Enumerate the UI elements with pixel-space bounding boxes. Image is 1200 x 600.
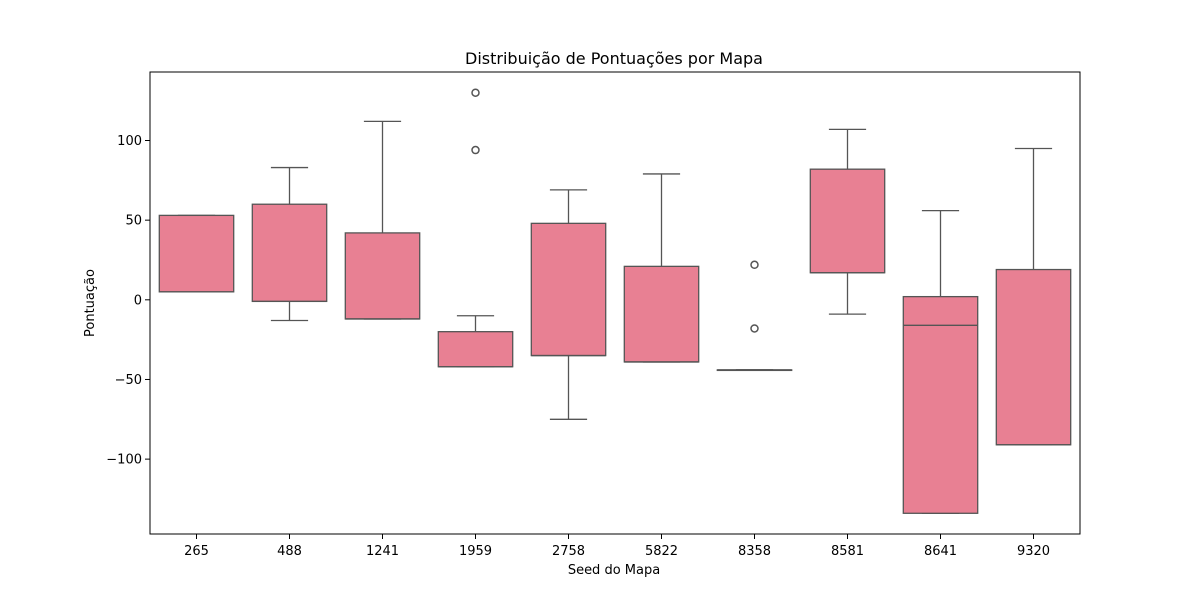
- box-iqr: [530, 222, 607, 357]
- x-axis-label: Seed do Mapa: [568, 563, 660, 578]
- box-group-1959: [437, 88, 514, 368]
- x-tick-label: 1241: [366, 544, 399, 559]
- outlier-point: [471, 145, 480, 155]
- y-tick-label: 0: [134, 293, 142, 308]
- x-tick-label: 2758: [552, 544, 585, 559]
- box-iqr: [251, 203, 328, 303]
- y-tick-label: 100: [117, 134, 142, 149]
- x-tick-label: 1959: [459, 544, 492, 559]
- y-tick-label: −100: [106, 453, 142, 468]
- x-tick-label: 265: [184, 544, 209, 559]
- box-group-1241: [344, 120, 421, 320]
- x-axis: 265 488 1241 1959 2758 5822 8358 8581 8641 9320: [184, 534, 1050, 559]
- box-group-488: [251, 166, 328, 322]
- box-group-5822: [623, 173, 700, 363]
- x-tick-label: 488: [277, 544, 302, 559]
- box-iqr: [902, 295, 979, 514]
- box-group-8358: [716, 260, 793, 372]
- plot-area: [158, 88, 1072, 514]
- box-iqr: [809, 168, 886, 274]
- y-axis: −100 −50 0 50 100: [106, 134, 150, 468]
- box-group-9320: [995, 147, 1072, 446]
- chart-title: Distribuição de Pontuações por Mapa: [465, 49, 763, 68]
- plot-frame: [149, 71, 1081, 535]
- y-axis-label: Pontuação: [83, 269, 98, 337]
- x-tick-label: 9320: [1017, 544, 1050, 559]
- y-tick-label: 50: [125, 214, 142, 229]
- box-iqr: [995, 268, 1072, 446]
- y-tick-label: −50: [115, 373, 142, 388]
- box-iqr: [344, 232, 421, 320]
- box-group-2758: [530, 189, 607, 420]
- box-iqr: [623, 265, 700, 363]
- outlier-point: [750, 260, 759, 270]
- box-group-8641: [902, 209, 979, 514]
- x-tick-label: 8358: [738, 544, 771, 559]
- x-tick-label: 8641: [924, 544, 957, 559]
- box-group-265: [158, 214, 235, 293]
- x-tick-label: 8581: [831, 544, 864, 559]
- outlier-point: [471, 88, 480, 97]
- box-iqr: [158, 214, 235, 293]
- outlier-point: [750, 324, 759, 333]
- box-iqr: [437, 331, 514, 368]
- x-tick-label: 5822: [645, 544, 678, 559]
- box-group-8581: [809, 128, 886, 315]
